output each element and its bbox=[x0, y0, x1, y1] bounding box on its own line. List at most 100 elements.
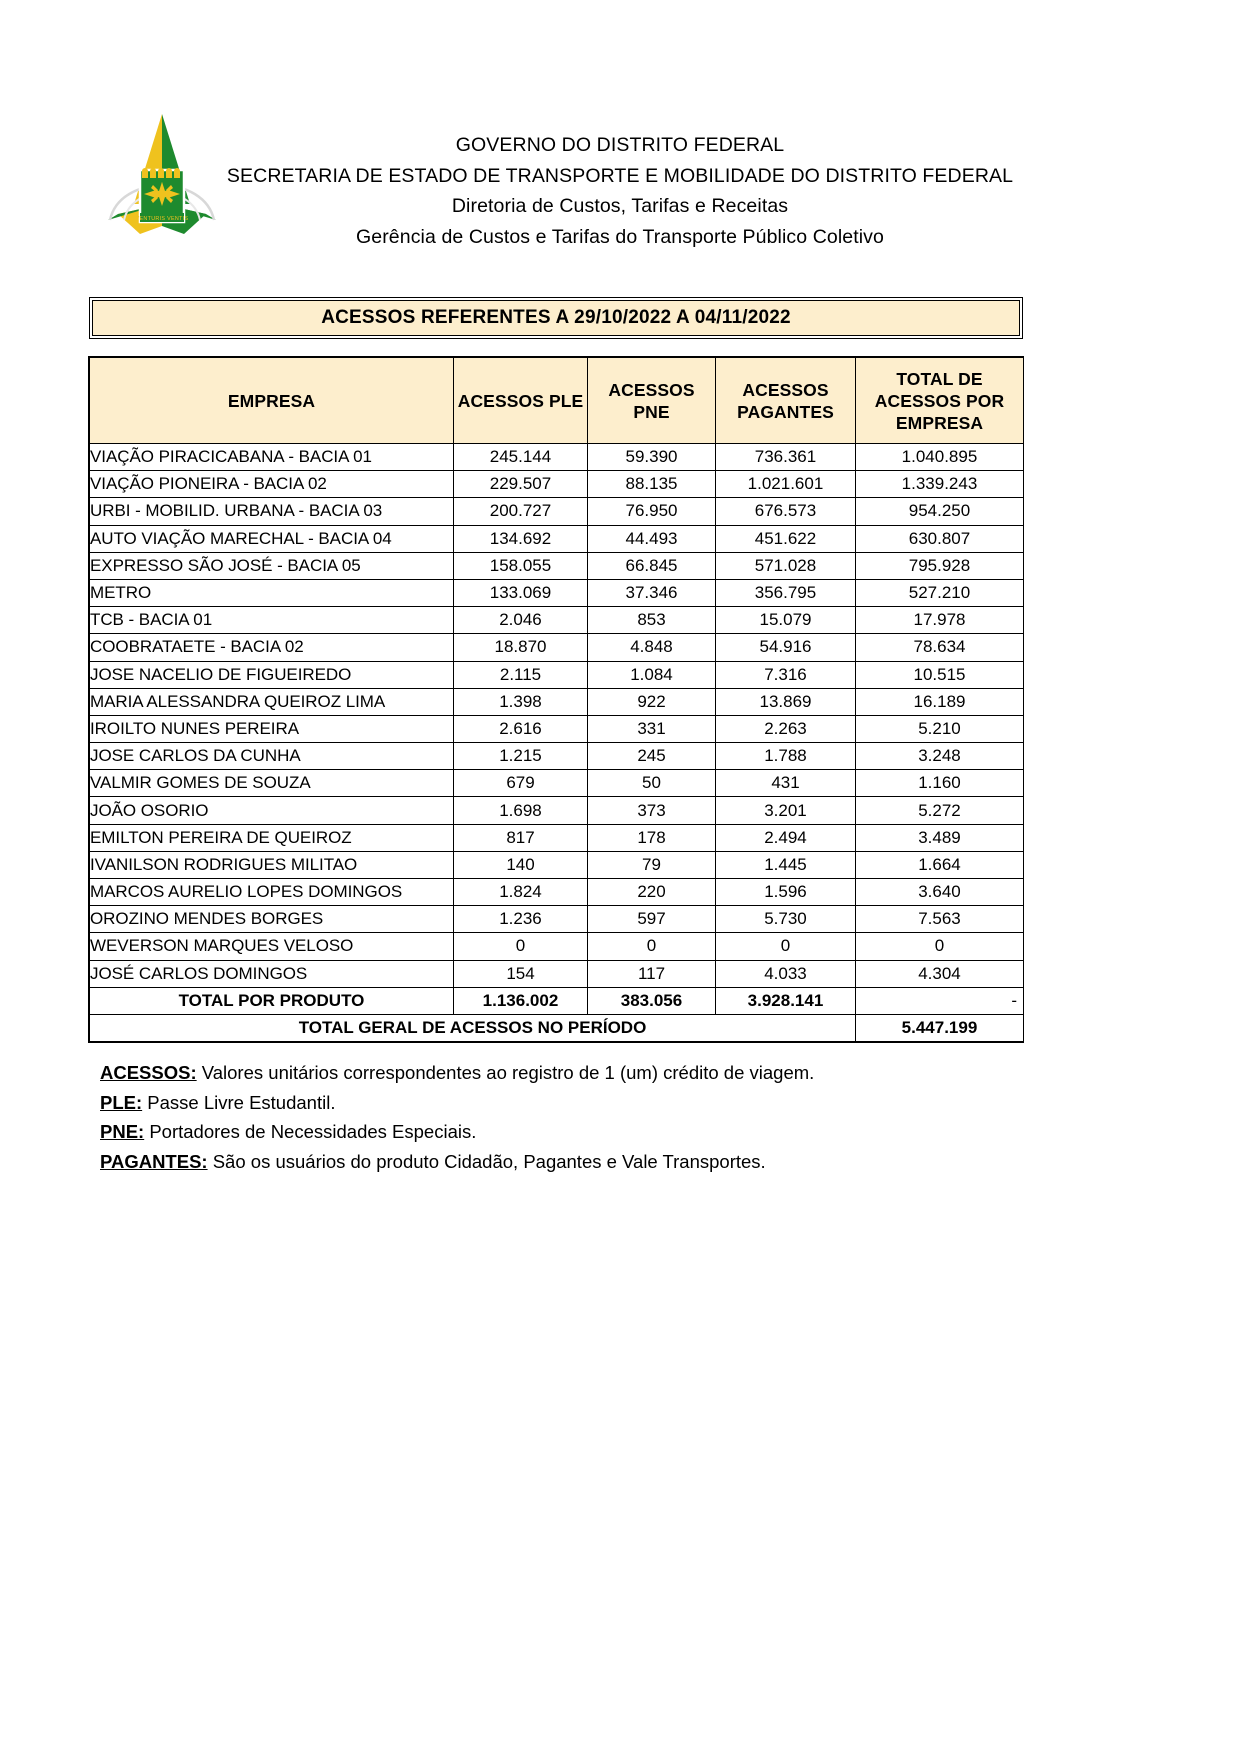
table-row: IVANILSON RODRIGUES MILITAO 140 79 1.445 1.6… bbox=[89, 850, 1024, 880]
cell-acessos-ple: 679 bbox=[453, 769, 588, 798]
cell-acessos-pne: 4.848 bbox=[587, 633, 716, 662]
cell-empresa: JOSE CARLOS DA CUNHA bbox=[89, 742, 454, 771]
cell-acessos-ple: 2.616 bbox=[453, 714, 588, 744]
cell-acessos-pagantes: 1.596 bbox=[715, 877, 856, 907]
legend-note-term: ACESSOS: bbox=[100, 1062, 197, 1083]
col-header-total-line2: ACESSOS POR bbox=[874, 390, 1005, 411]
table-row: OROZINO MENDES BORGES 1.236 597 5.730 7.563 bbox=[89, 905, 1024, 934]
cell-acessos-pne: 44.493 bbox=[587, 524, 716, 553]
table-row: JOSE NACELIO DE FIGUEIREDO 2.115 1.084 7.31… bbox=[89, 660, 1024, 689]
cell-total-empresa: 17.978 bbox=[855, 606, 1024, 635]
header-line-governo: GOVERNO DO DISTRITO FEDERAL bbox=[455, 134, 785, 156]
table-row: WEVERSON MARQUES VELOSO 0 0 0 0 bbox=[89, 932, 1024, 961]
cell-empresa: EMILTON PEREIRA DE QUEIROZ bbox=[89, 823, 454, 852]
col-header-acessos-ple-label: ACESSOS PLE bbox=[457, 390, 584, 411]
legend-note: ACESSOS: Valores unitários correspondent… bbox=[100, 1058, 1060, 1088]
table-row: COOBRATAETE - BACIA 02 18.870 4.848 54.916 7… bbox=[89, 633, 1024, 662]
cell-acessos-pagantes: 7.316 bbox=[715, 660, 856, 689]
table-row: METRO 133.069 37.346 356.795 527.210 bbox=[89, 578, 1024, 608]
document-header: VENTURIS VENTIS GOVERNO DO DISTRITO FEDE… bbox=[0, 108, 1240, 248]
col-header-total-acessos-empresa: TOTAL DE ACESSOS POR EMPRESA bbox=[855, 357, 1024, 444]
total-por-produto-label: TOTAL POR PRODUTO bbox=[89, 986, 454, 1015]
acessos-table: EMPRESA ACESSOS PLE ACESSOS PNE ACESSOS … bbox=[89, 357, 1024, 1043]
cell-total-empresa: 1.160 bbox=[855, 769, 1024, 798]
brasao-df-icon: VENTURIS VENTIS bbox=[108, 114, 216, 234]
cell-total-empresa: 5.210 bbox=[855, 714, 1024, 744]
cell-acessos-pagantes: 1.021.601 bbox=[715, 470, 856, 499]
table-row: IROILTO NUNES PEREIRA 2.616 331 2.263 5.210 bbox=[89, 714, 1024, 744]
cell-empresa: IVANILSON RODRIGUES MILITAO bbox=[89, 850, 454, 880]
table-row: VALMIR GOMES DE SOUZA 679 50 431 1.160 bbox=[89, 769, 1024, 798]
cell-acessos-ple: 229.507 bbox=[453, 470, 588, 499]
cell-empresa: MARCOS AURELIO LOPES DOMINGOS bbox=[89, 877, 454, 907]
cell-total-empresa: 1.040.895 bbox=[855, 442, 1024, 472]
cell-acessos-pne: 76.950 bbox=[587, 497, 716, 526]
table-row: JOSÉ CARLOS DOMINGOS 154 117 4.033 4.304 bbox=[89, 959, 1024, 988]
cell-acessos-pagantes: 431 bbox=[715, 769, 856, 798]
cell-acessos-ple: 2.046 bbox=[453, 606, 588, 635]
table-body: VIAÇÃO PIRACICABANA - BACIA 01 245.144 59.… bbox=[89, 442, 1024, 1043]
cell-acessos-pagantes: 451.622 bbox=[715, 524, 856, 553]
table-row: URBI - MOBILID. URBANA - BACIA 03 200.727… bbox=[89, 497, 1024, 526]
table-row: MARCOS AURELIO LOPES DOMINGOS 1.824 220 1.5… bbox=[89, 877, 1024, 907]
total-por-produto-empresa: - bbox=[855, 986, 1024, 1015]
cell-acessos-ple: 1.215 bbox=[453, 742, 588, 771]
cell-empresa: METRO bbox=[89, 578, 454, 608]
cell-acessos-pagantes: 1.445 bbox=[715, 850, 856, 880]
cell-acessos-ple: 2.115 bbox=[453, 660, 588, 689]
cell-total-empresa: 3.640 bbox=[855, 877, 1024, 907]
cell-acessos-ple: 817 bbox=[453, 823, 588, 852]
cell-acessos-ple: 140 bbox=[453, 850, 588, 880]
cell-acessos-pne: 59.390 bbox=[587, 442, 716, 472]
col-header-empresa: EMPRESA bbox=[89, 357, 454, 444]
cell-acessos-pagantes: 1.788 bbox=[715, 742, 856, 771]
total-por-produto-ple: 1.136.002 bbox=[453, 986, 588, 1015]
cell-total-empresa: 4.304 bbox=[855, 959, 1024, 988]
cell-total-empresa: 10.515 bbox=[855, 660, 1024, 689]
header-line-diretoria: Diretoria de Custos, Tarifas e Receitas bbox=[451, 195, 789, 217]
cell-acessos-pne: 50 bbox=[587, 769, 716, 798]
cell-acessos-pne: 220 bbox=[587, 877, 716, 907]
cell-acessos-pne: 66.845 bbox=[587, 551, 716, 580]
cell-acessos-pagantes: 4.033 bbox=[715, 959, 856, 988]
cell-acessos-ple: 0 bbox=[453, 932, 588, 961]
cell-acessos-pne: 922 bbox=[587, 687, 716, 716]
legend-note-text: Valores unitários correspondentes ao reg… bbox=[196, 1062, 815, 1083]
table-row: VIAÇÃO PIRACICABANA - BACIA 01 245.144 59.… bbox=[89, 442, 1024, 472]
cell-acessos-ple: 154 bbox=[453, 959, 588, 988]
col-header-acessos-pne-label: ACESSOS PNE bbox=[608, 379, 695, 422]
cell-total-empresa: 3.248 bbox=[855, 742, 1024, 771]
total-por-produto-pagantes: 3.928.141 bbox=[715, 986, 856, 1015]
cell-acessos-pagantes: 3.201 bbox=[715, 796, 856, 825]
legend-note-text: São os usuários do produto Cidadão, Paga… bbox=[207, 1150, 766, 1172]
cell-acessos-pne: 0 bbox=[587, 932, 716, 961]
cell-acessos-pagantes: 13.869 bbox=[715, 687, 856, 716]
cell-acessos-pagantes: 2.263 bbox=[715, 714, 856, 744]
legend-note: PLE: Passe Livre Estudantil. bbox=[100, 1088, 1060, 1118]
legend-note-text: Portadores de Necessidades Especiais. bbox=[144, 1121, 477, 1142]
cell-total-empresa: 527.210 bbox=[855, 578, 1024, 608]
cell-total-empresa: 5.272 bbox=[855, 796, 1024, 825]
col-header-total-line3: EMPRESA bbox=[895, 412, 984, 433]
report-title: ACESSOS REFERENTES A 29/10/2022 A 04/11/… bbox=[92, 300, 1020, 336]
cell-acessos-pagantes: 54.916 bbox=[715, 633, 856, 662]
table-row: EMILTON PEREIRA DE QUEIROZ 817 178 2.494 3.4… bbox=[89, 823, 1024, 852]
cell-acessos-pne: 245 bbox=[587, 742, 716, 771]
report-title-frame: ACESSOS REFERENTES A 29/10/2022 A 04/11/… bbox=[89, 297, 1023, 339]
cell-empresa: IROILTO NUNES PEREIRA bbox=[89, 714, 454, 744]
total-geral-label: TOTAL GERAL DE ACESSOS NO PERÍODO bbox=[89, 1013, 856, 1043]
legend-note-text: Passe Livre Estudantil. bbox=[142, 1091, 336, 1113]
cell-acessos-ple: 18.870 bbox=[453, 633, 588, 662]
cell-total-empresa: 78.634 bbox=[855, 633, 1024, 662]
cell-total-empresa: 3.489 bbox=[855, 823, 1024, 852]
cell-empresa: MARIA ALESSANDRA QUEIROZ LIMA bbox=[89, 687, 454, 716]
cell-acessos-pne: 331 bbox=[587, 714, 716, 744]
total-geral-value: 5.447.199 bbox=[855, 1013, 1024, 1043]
table-row: MARIA ALESSANDRA QUEIROZ LIMA 1.398 922 13.… bbox=[89, 687, 1024, 716]
cell-acessos-ple: 133.069 bbox=[453, 578, 588, 608]
header-line-secretaria: SECRETARIA DE ESTADO DE TRANSPORTE E MOB… bbox=[226, 164, 1014, 187]
col-header-acessos-pagantes: ACESSOS PAGANTES bbox=[715, 357, 856, 444]
col-header-acessos-pne: ACESSOS PNE bbox=[587, 357, 716, 444]
cell-acessos-pagantes: 571.028 bbox=[715, 551, 856, 580]
